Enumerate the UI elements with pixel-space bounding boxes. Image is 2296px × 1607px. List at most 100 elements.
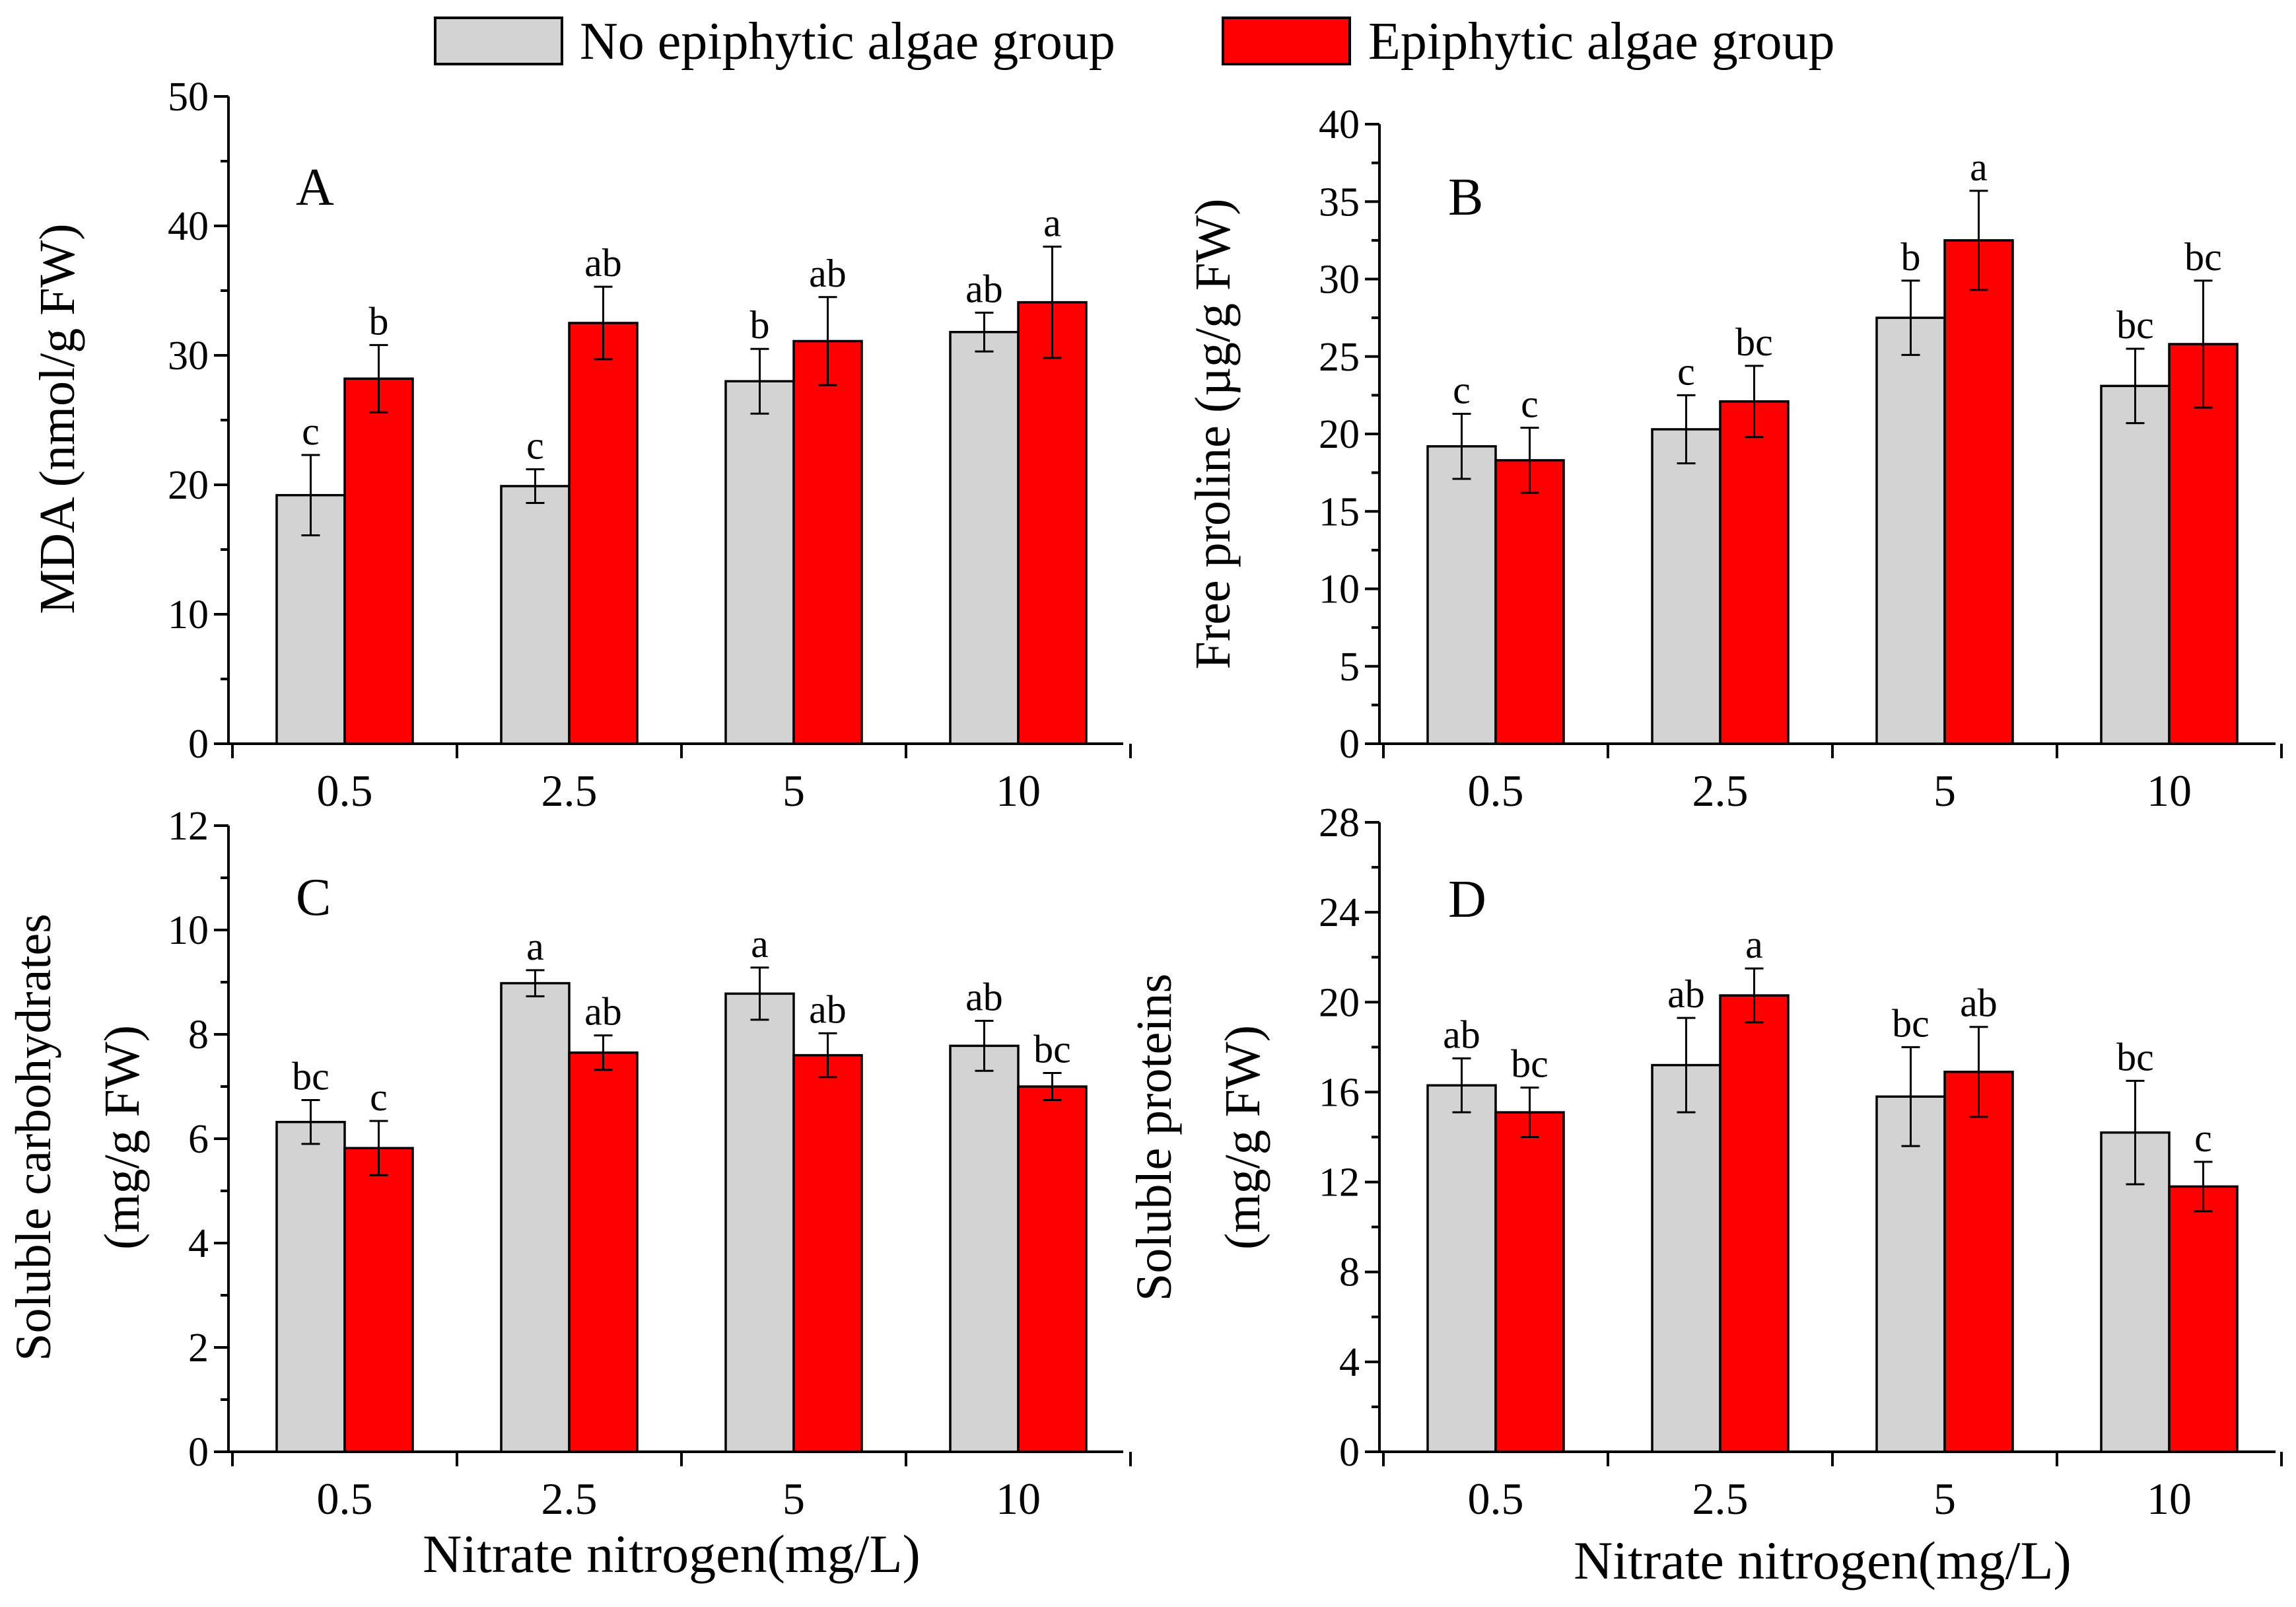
y-tick-label: 20 [168,463,209,508]
y-tick-label: 40 [168,204,209,249]
significance-letter: a [751,922,769,966]
error-bar [818,1032,837,1079]
panel-label: C [296,869,331,927]
y-tick-label: 2 [188,1326,209,1371]
significance-letter: bc [1511,1042,1548,1086]
bar-no-algae [1426,1084,1497,1453]
bar-no-algae [1651,428,1722,745]
significance-letter: a [1043,201,1061,244]
error-bar [750,966,769,1021]
bar-algae [792,339,863,745]
error-bar [1043,1071,1062,1102]
error-bar [1452,413,1471,480]
legend: No epiphytic algae group Epiphytic algae … [434,13,1834,71]
significance-letter: bc [292,1055,330,1098]
x-tick-label: 2.5 [1692,766,1749,816]
significance-letter: ab [1960,982,1998,1025]
error-bar [2194,279,2213,409]
y-tick-label: 16 [1319,1070,1360,1115]
x-tick-label: 2.5 [541,766,598,816]
panel-label: A [296,159,334,217]
y-tick-label: 4 [1339,1340,1360,1385]
error-bar [1520,427,1539,494]
bar-algae [2168,343,2239,745]
error-bar [1901,279,1920,356]
significance-letter: bc [1033,1027,1071,1071]
error-bar [1969,1026,1988,1118]
significance-letter: bc [2116,303,2154,347]
y-tick-label: 35 [1319,180,1360,225]
error-bar [301,1099,320,1145]
error-bar [1043,245,1062,359]
y-tick-label: 12 [1319,1161,1360,1205]
y-tick-label: 5 [1339,645,1360,690]
bar-algae [343,377,414,745]
bar-no-algae [724,380,795,745]
x-axis-title: Nitrate nitrogen(mg/L) [1574,1530,2071,1590]
y-axis-title: MDA (nmol/g FW) [30,223,85,614]
x-tick-label: 0.5 [1468,1474,1524,1524]
x-tick-label: 10 [996,766,1041,816]
bar-no-algae [275,1120,346,1453]
y-tick-label: 24 [1319,890,1360,935]
y-tick-label: 10 [168,592,209,637]
error-bar [1677,394,1696,465]
x-tick-label: 2.5 [1692,1474,1749,1524]
bar-algae [1719,400,1790,745]
x-tick-label: 0.5 [317,766,373,816]
error-bar [2194,1161,2213,1213]
error-bar [369,343,388,413]
y-tick-label: 15 [1319,489,1360,534]
error-bar [526,468,545,504]
significance-letter: b [369,299,389,343]
legend-label-2: Epiphytic algae group [1368,13,1834,71]
y-tick-label: 0 [188,1430,209,1475]
y-axis-title: Soluble proteins [1127,974,1182,1301]
legend-swatch-1 [434,17,563,65]
y-axis-title: (mg/g FW) [94,1025,150,1250]
significance-letter: ab [1667,972,1705,1016]
significance-letter: ab [584,990,622,1034]
y-axis-title: (mg/g FW) [1215,1025,1270,1250]
bar-algae [1017,301,1088,745]
x-tick-label: 2.5 [541,1474,598,1524]
bar-no-algae [949,330,1020,745]
significance-letter: c [1521,382,1539,426]
error-bar [1745,967,1764,1024]
error-bar [526,969,545,997]
y-axis-title: Free proline (µg/g FW) [1185,199,1241,670]
x-tick-label: 0.5 [317,1474,373,1524]
significance-letter: ab [965,975,1003,1018]
y-tick-label: 30 [168,334,209,378]
y-tick-label: 10 [1319,567,1360,612]
y-tick-label: 0 [1339,1430,1360,1475]
bar-algae [1494,459,1565,745]
x-tick-label: 5 [1933,1474,1956,1524]
significance-letter: c [370,1075,388,1119]
error-bar [750,347,769,415]
significance-letter: c [1677,349,1695,393]
bar-no-algae [1875,316,1946,745]
significance-letter: bc [2184,235,2222,279]
y-tick-label: 30 [1319,258,1360,303]
y-tick-label: 20 [1319,980,1360,1025]
significance-letter: bc [1892,1001,1930,1045]
x-tick-label: 10 [2147,766,2192,816]
bar-algae [343,1147,414,1453]
x-tick-label: 0.5 [1468,766,1524,816]
error-bar [2126,1079,2145,1186]
x-tick-label: 10 [996,1474,1041,1524]
x-tick-label: 5 [783,766,805,816]
bar-algae [1494,1111,1565,1453]
error-bar [1520,1087,1539,1138]
y-tick-label: 4 [188,1221,209,1266]
bar-algae [1719,994,1790,1453]
significance-letter: c [526,423,544,467]
bar-no-algae [949,1044,1020,1453]
y-tick-label: 20 [1319,412,1360,457]
bar-no-algae [1426,445,1497,745]
legend-label-1: No epiphytic algae group [580,13,1115,71]
panel-label: B [1448,168,1483,227]
significance-letter: c [1453,369,1471,412]
